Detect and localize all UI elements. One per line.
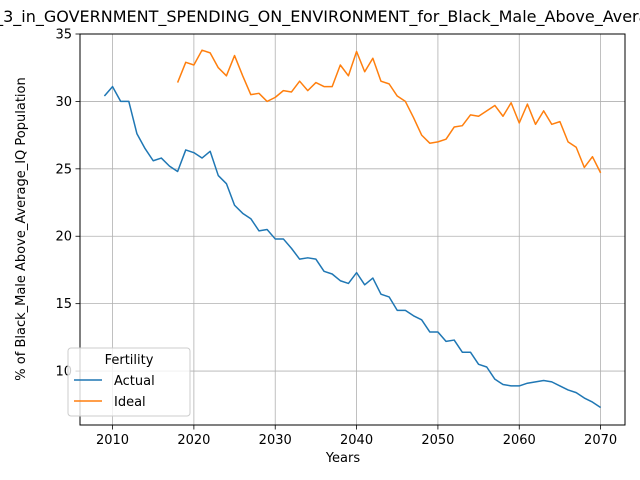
- legend-title: Fertility: [105, 353, 154, 368]
- series-line-ideal: [176, 49, 602, 174]
- y-tick-label: 15: [55, 297, 72, 312]
- legend-box: [67, 347, 191, 417]
- x-tick-label: 2040: [340, 433, 373, 448]
- y-tick-label: 20: [55, 230, 72, 245]
- chart-title: Figure_3_in_GOVERNMENT_SPENDING_ON_ENVIR…: [0, 7, 640, 27]
- series-line-actual: [103, 85, 602, 409]
- y-axis-label: % of Black_Male Above_Average_IQ Populat…: [14, 77, 29, 380]
- x-tick-label: 2070: [584, 433, 617, 448]
- series-lines: [103, 49, 602, 409]
- y-tick-label: 30: [55, 95, 72, 110]
- y-tick-label: 35: [55, 28, 72, 43]
- x-tick-label: 2050: [421, 433, 454, 448]
- x-tick-label: 2060: [503, 433, 536, 448]
- plot-area-frame: [79, 33, 626, 426]
- y-tick-label: 25: [55, 162, 72, 177]
- legend-label-ideal: Ideal: [114, 395, 146, 410]
- x-tick-label: 2010: [96, 433, 129, 448]
- legend: Fertility Actual Ideal: [67, 347, 191, 417]
- x-tick-label: 2030: [259, 433, 292, 448]
- x-tick-label: 2020: [177, 433, 210, 448]
- legend-label-actual: Actual: [114, 374, 155, 389]
- x-axis-label: Years: [325, 451, 361, 466]
